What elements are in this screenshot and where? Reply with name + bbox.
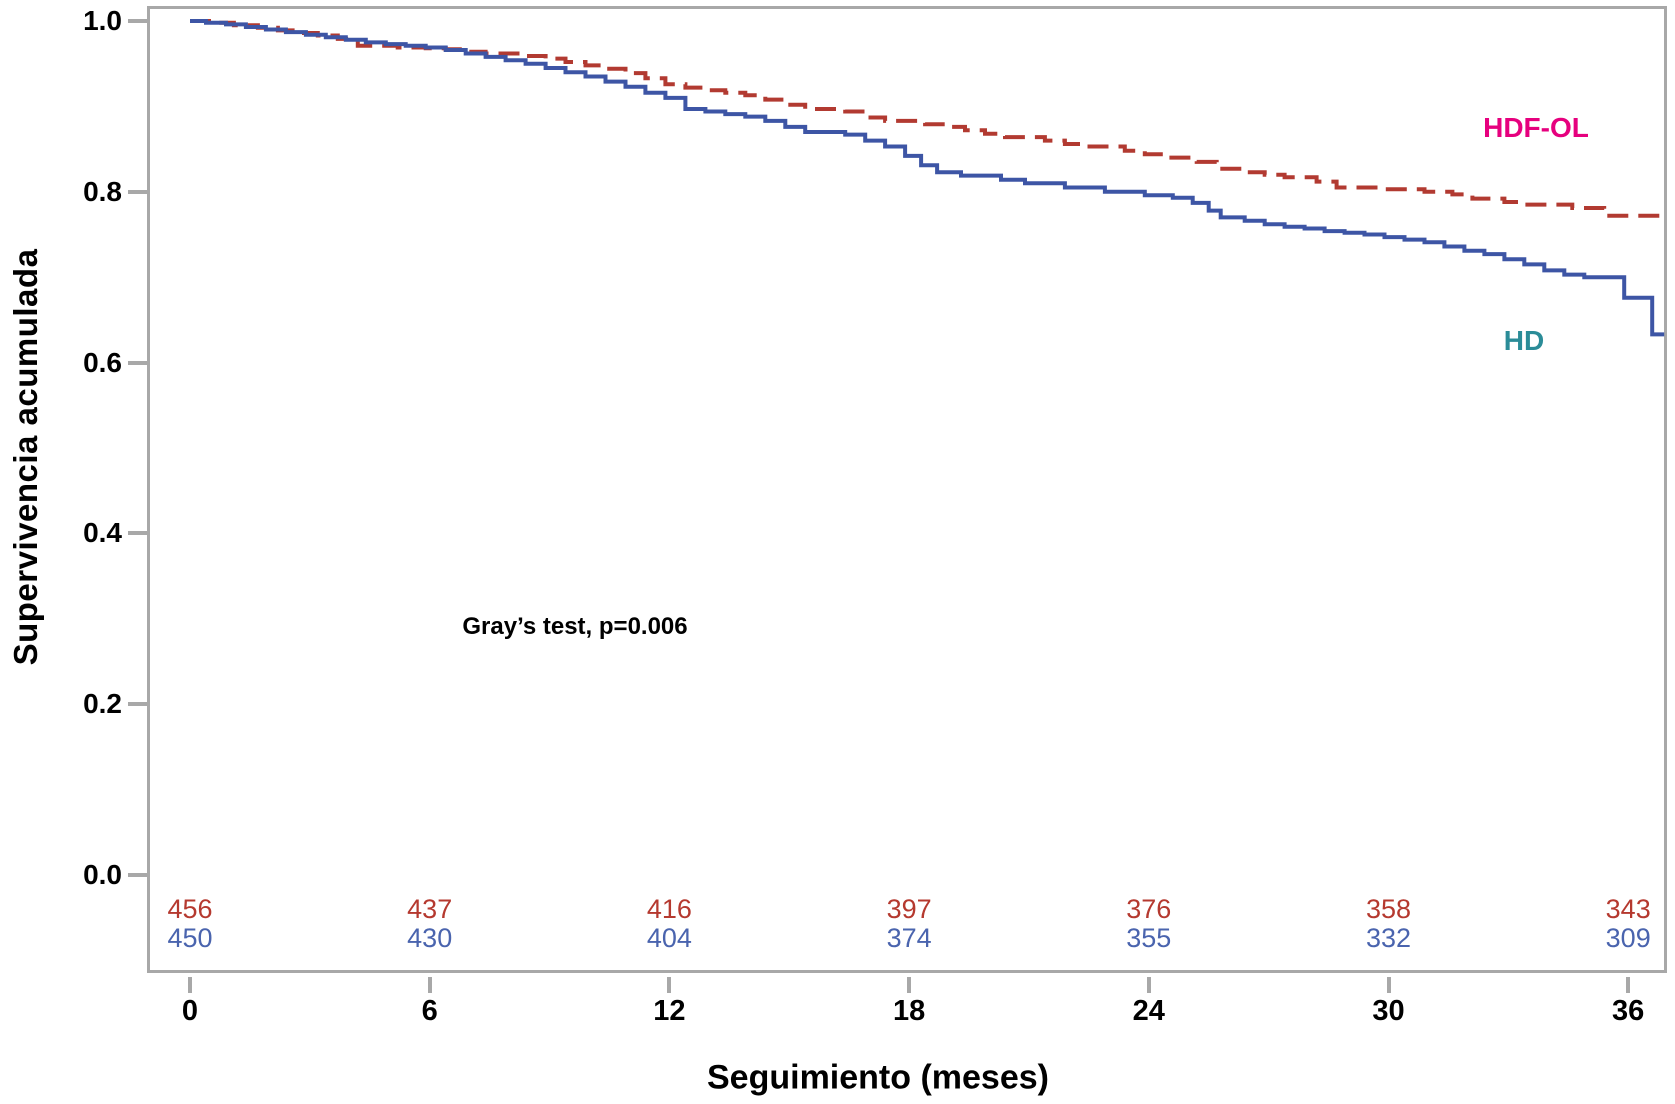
- y-tick-mark: [128, 19, 147, 23]
- y-tick-mark: [128, 873, 147, 877]
- x-tick-label: 30: [1372, 995, 1405, 1027]
- x-tick-mark: [667, 977, 672, 993]
- y-tick-label: 0.0: [83, 859, 122, 890]
- x-tick-mark: [427, 977, 432, 993]
- risk-count-hd: 355: [1126, 923, 1172, 953]
- x-tick-mark: [188, 977, 192, 993]
- x-tick-mark: [1146, 977, 1151, 993]
- hd-curve: [190, 19, 1665, 337]
- risk-count-hdf-ol: 376: [1126, 894, 1172, 924]
- curves-svg: [190, 19, 1667, 337]
- x-tick-label: 24: [1132, 995, 1165, 1027]
- grays-test-annotation: Gray’s test, p=0.006: [462, 613, 688, 640]
- y-tick-label: 0.2: [83, 688, 122, 720]
- y-tick-mark: [128, 531, 147, 536]
- x-tick-mark: [907, 977, 912, 993]
- risk-count-hd: 450: [167, 923, 213, 953]
- risk-count-hdf-ol: 437: [407, 894, 453, 924]
- risk-count-hdf-ol: 358: [1365, 894, 1412, 924]
- y-tick-label: 1.0: [83, 5, 122, 36]
- x-tick-label: 36: [1612, 995, 1645, 1027]
- x-tick-label: 0: [181, 995, 199, 1027]
- y-tick-label: 0.6: [83, 346, 122, 378]
- risk-count-hd: 309: [1605, 923, 1651, 953]
- y-tick-mark: [128, 360, 147, 365]
- risk-count-hdf-ol: 456: [167, 894, 213, 924]
- risk-count-hdf-ol: 343: [1605, 894, 1651, 924]
- risk-count-hd: 430: [407, 923, 453, 953]
- plot-area: [147, 6, 1667, 973]
- y-axis-title: Supervivencia acumulada: [7, 248, 44, 666]
- y-tick-mark: [128, 189, 147, 194]
- risk-count-hd: 374: [886, 923, 932, 953]
- x-tick-label: 12: [653, 995, 686, 1027]
- risk-count-hdf-ol: 416: [646, 894, 692, 924]
- curve-label-hd: HD: [1503, 325, 1545, 356]
- risk-count-hd: 404: [646, 923, 692, 953]
- x-tick-label: 18: [892, 995, 926, 1027]
- curve-label-hdf-ol: HDF-OL: [1483, 112, 1589, 143]
- x-tick-mark: [1626, 977, 1631, 993]
- x-axis-title: Seguimiento (meses): [707, 1058, 1049, 1097]
- y-tick-label: 0.8: [83, 175, 122, 207]
- risk-count-hd: 332: [1365, 923, 1412, 953]
- x-tick-label: 6: [421, 995, 438, 1027]
- y-tick-mark: [128, 702, 147, 707]
- hdf-ol-curve: [190, 19, 1667, 218]
- x-tick-mark: [1386, 977, 1391, 993]
- risk-count-hdf-ol: 397: [886, 894, 932, 924]
- y-tick-label: 0.4: [83, 517, 122, 549]
